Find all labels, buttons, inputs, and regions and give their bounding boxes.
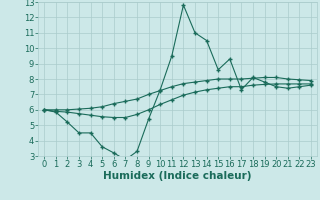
- X-axis label: Humidex (Indice chaleur): Humidex (Indice chaleur): [103, 171, 252, 181]
